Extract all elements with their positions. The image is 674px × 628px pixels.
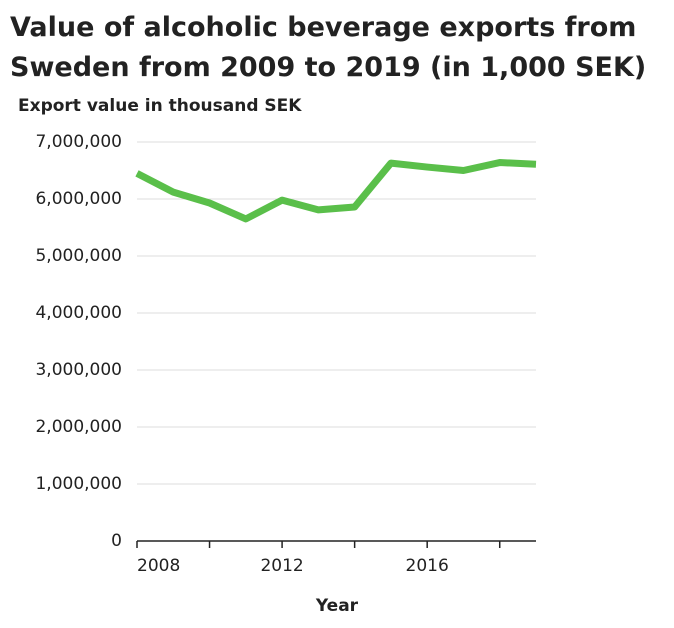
chart-title: Sweden from 2009 to 2019 (in 1,000 SEK) [10,52,646,83]
y-tick-label: 2,000,000 [35,417,122,437]
x-tick-label: 2008 [137,556,180,576]
line [135,159,537,223]
y-tick-label: 7,000,000 [35,132,122,152]
y-axis-title: Export value in thousand SEK [18,96,302,116]
y-tick-label: 4,000,000 [35,303,122,323]
x-tick-label: 2016 [406,556,449,576]
y-tick-label: 3,000,000 [35,360,122,380]
y-tick-label: 6,000,000 [35,189,122,209]
y-tick-label: 1,000,000 [35,474,122,494]
y-tick-label: 5,000,000 [35,246,122,266]
chart-title: Value of alcoholic beverage exports from [10,12,636,43]
y-tick-label: 0 [111,531,122,551]
x-tick-label: 2012 [260,556,303,576]
x-axis-title: Year [315,596,359,616]
